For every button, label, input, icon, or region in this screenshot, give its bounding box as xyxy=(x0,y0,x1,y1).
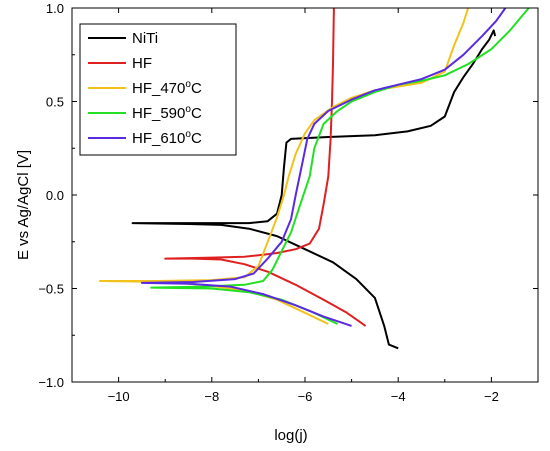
x-tick-label: −2 xyxy=(484,389,499,404)
x-tick-label: −8 xyxy=(204,389,219,404)
series-line-0 xyxy=(131,29,497,350)
plot-area xyxy=(99,7,530,350)
axes: −10 −8 −6 −4 −2 −1.0 −0.5 0.0 0.5 1.0 xyxy=(38,1,539,404)
y-tick-label: 1.0 xyxy=(46,1,64,16)
series-line-1 xyxy=(164,7,367,327)
y-tick-label: −0.5 xyxy=(38,282,64,297)
legend: NiTi HF HF_470oC HF_590oC HF_610oC xyxy=(79,23,237,156)
legend-label-2: HF_470oC xyxy=(132,79,202,97)
legend-label-0: NiTi xyxy=(132,30,158,47)
legend-label-4: HF_610oC xyxy=(132,129,202,147)
legend-label-1: HF xyxy=(132,55,152,72)
series-line-4 xyxy=(140,7,507,327)
x-tick-label: −6 xyxy=(298,389,313,404)
y-tick-label: −1.0 xyxy=(38,375,64,390)
series-line-3 xyxy=(150,7,530,325)
y-tick-label: 0.5 xyxy=(46,95,64,110)
x-tick-label: −4 xyxy=(391,389,406,404)
legend-label-3: HF_590oC xyxy=(132,104,202,122)
y-tick-label: 0.0 xyxy=(46,188,64,203)
x-tick-label: −10 xyxy=(108,389,130,404)
legend-box xyxy=(79,23,237,156)
y-axis-label: E vs Ag/AgCl [V] xyxy=(15,150,32,260)
x-axis-label: log(j) xyxy=(274,427,307,444)
